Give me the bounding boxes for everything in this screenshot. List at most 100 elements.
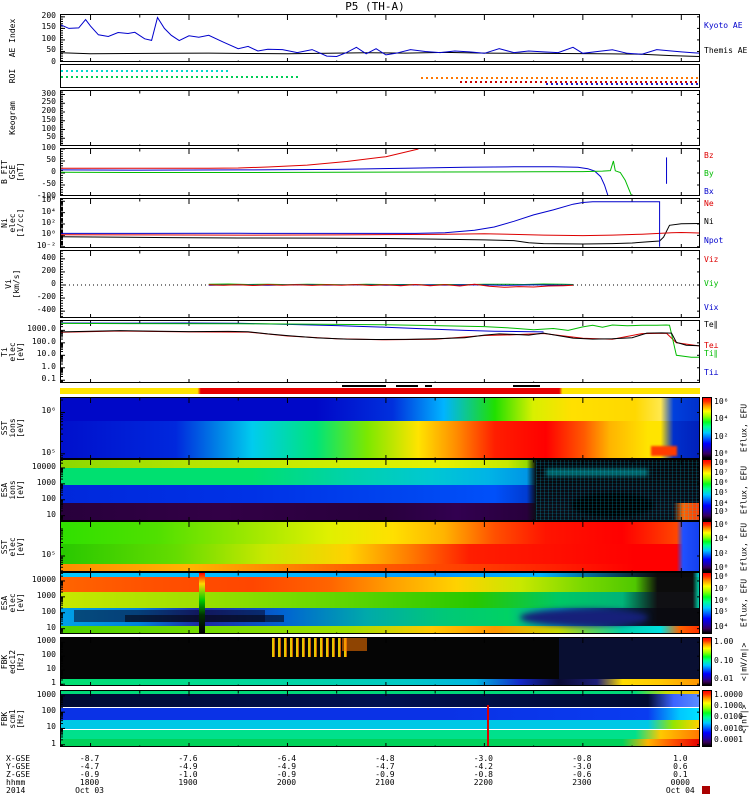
colorbar-tick-label: 0.0100 bbox=[714, 712, 743, 722]
ephem-value: -1.0 bbox=[178, 770, 198, 779]
colorbar-tick-label: 10⁶ bbox=[714, 396, 729, 406]
panel-overlay-esa-elec bbox=[61, 573, 699, 633]
spectro-patch bbox=[341, 638, 368, 652]
ytick-label: 100 bbox=[41, 123, 56, 133]
colorbar-unit-label: <|nT|> bbox=[739, 704, 749, 733]
panel-overlay-fbk-edc12 bbox=[61, 638, 699, 685]
colorbar-tick-label: 10⁶ bbox=[714, 595, 729, 605]
spectro-band bbox=[61, 719, 699, 730]
colorbar-tick-label: 0.0001 bbox=[714, 735, 743, 745]
panel-ni bbox=[60, 198, 700, 248]
colorbar-tick-label: 0.10 bbox=[714, 655, 734, 665]
panel-overlay-ti bbox=[61, 321, 699, 382]
right-label-by: By bbox=[704, 168, 714, 178]
spectro-patch bbox=[545, 469, 648, 477]
colorbar-tick-label: 10⁴ bbox=[714, 499, 729, 509]
ephem-value: 0.6 bbox=[673, 762, 688, 771]
panel-sst-elec bbox=[60, 521, 700, 572]
panel-sst-ions bbox=[60, 397, 700, 459]
ytick-label: 100 bbox=[41, 143, 56, 152]
panel-fbk-edc12 bbox=[60, 637, 700, 686]
spectro-band bbox=[61, 503, 699, 520]
ytick-label: 10 bbox=[46, 722, 56, 732]
ytick-label: 300 bbox=[41, 88, 56, 98]
hhmm-label: hhmm bbox=[6, 778, 26, 787]
series-themis-ae bbox=[61, 51, 699, 57]
right-label-ne: Ne bbox=[704, 199, 714, 208]
ephem-value: -0.8 bbox=[473, 770, 493, 779]
spectro-band bbox=[61, 522, 699, 545]
series-ni-black bbox=[61, 222, 699, 245]
panel-overlay-sst-ions bbox=[61, 398, 699, 458]
colorbar-tick-label: 10² bbox=[714, 431, 729, 441]
ytick-label: 150 bbox=[41, 22, 56, 32]
ytick-label: 1000.0 bbox=[27, 324, 56, 334]
colorbar-tick-label: 10⁶ bbox=[714, 520, 729, 530]
colorbar-tick-label: 10⁰ bbox=[714, 449, 729, 459]
spectro-band bbox=[61, 485, 699, 504]
right-label-viy: Viy bbox=[704, 279, 719, 288]
colorbar-tick-label: 1.0000 bbox=[714, 689, 743, 699]
date-right: Oct 04 bbox=[665, 786, 695, 795]
series-viz bbox=[208, 283, 574, 288]
series-te-par bbox=[61, 330, 699, 347]
colorbar-unit-label: Eflux, EFU bbox=[739, 403, 749, 453]
right-label-themis-ae: Themis AE bbox=[704, 46, 748, 56]
time-tick-label: 2200 bbox=[473, 778, 493, 787]
right-label-te-: Te⊥ bbox=[704, 341, 719, 351]
colorbar-tick-label: 10³ bbox=[714, 507, 729, 517]
ytick-label: 1000 bbox=[36, 636, 56, 646]
spectro-band bbox=[61, 691, 699, 695]
ytick-label: 250 bbox=[41, 97, 56, 107]
ytick-label: 0 bbox=[51, 167, 56, 176]
ytick-label: 0 bbox=[51, 57, 56, 66]
ytick-label: 0 bbox=[51, 279, 56, 288]
series-by bbox=[61, 160, 632, 195]
spectro-band bbox=[61, 577, 699, 593]
time-tick-label: 2300 bbox=[572, 778, 592, 787]
ephem-value: -0.8 bbox=[572, 754, 592, 763]
right-label-vix: Vix bbox=[704, 303, 719, 313]
ephem-value: -0.9 bbox=[375, 770, 395, 779]
series-ne-red bbox=[61, 231, 699, 237]
spectro-band bbox=[61, 468, 699, 486]
ytick-label: 100.0 bbox=[31, 336, 56, 346]
ytick-label: 100 bbox=[41, 650, 56, 660]
ephem-value: -3.0 bbox=[473, 754, 493, 763]
right-label-viz: Viz bbox=[704, 254, 719, 264]
ytick-label: 50 bbox=[46, 45, 56, 55]
ytick-label: 10.0 bbox=[36, 349, 56, 359]
spectro-band bbox=[61, 563, 699, 571]
colorbar-tick-label: 1.00 bbox=[714, 636, 734, 646]
region-bar-mark bbox=[396, 385, 419, 387]
ephem-row-label: Y-GSE bbox=[6, 762, 31, 771]
ytick-label: -50 bbox=[41, 179, 56, 188]
colorbar-tick-label: 10⁴ bbox=[714, 534, 729, 544]
ephem-value: -4.7 bbox=[375, 762, 395, 771]
ytick-label: 1000 bbox=[36, 477, 56, 487]
colorbar-tick-label: 10⁰ bbox=[714, 562, 729, 572]
spectro-band bbox=[61, 625, 699, 633]
date-left: Oct 03 bbox=[75, 786, 104, 795]
colorbar-tick-label: 10⁸ bbox=[714, 571, 729, 581]
roi-orange bbox=[421, 77, 699, 80]
ytick-label: 10000 bbox=[31, 574, 56, 584]
spectro-band bbox=[61, 420, 699, 458]
ytick-label: 150 bbox=[41, 114, 56, 124]
spectro-vstripe bbox=[199, 573, 206, 633]
colorbar-sst-elec bbox=[702, 521, 712, 572]
colorbar-unit-label: Eflux, EFU bbox=[739, 465, 749, 515]
panel-ti bbox=[60, 320, 700, 383]
right-label-ni: Ni bbox=[704, 217, 714, 226]
colorbar-tick-label: 10⁷ bbox=[714, 583, 729, 593]
year-label: 2014 bbox=[6, 786, 26, 795]
panel-bfit bbox=[60, 148, 700, 196]
panel-overlay-sst-elec bbox=[61, 522, 699, 571]
ytick-label: -100 bbox=[36, 191, 56, 200]
right-label-ti-: Ti∥ bbox=[704, 349, 718, 359]
panel-ae bbox=[60, 14, 700, 62]
ephem-value: -4.9 bbox=[276, 762, 297, 771]
ytick-label: 100 bbox=[41, 33, 56, 43]
colorbar-esa-ions bbox=[702, 459, 712, 521]
